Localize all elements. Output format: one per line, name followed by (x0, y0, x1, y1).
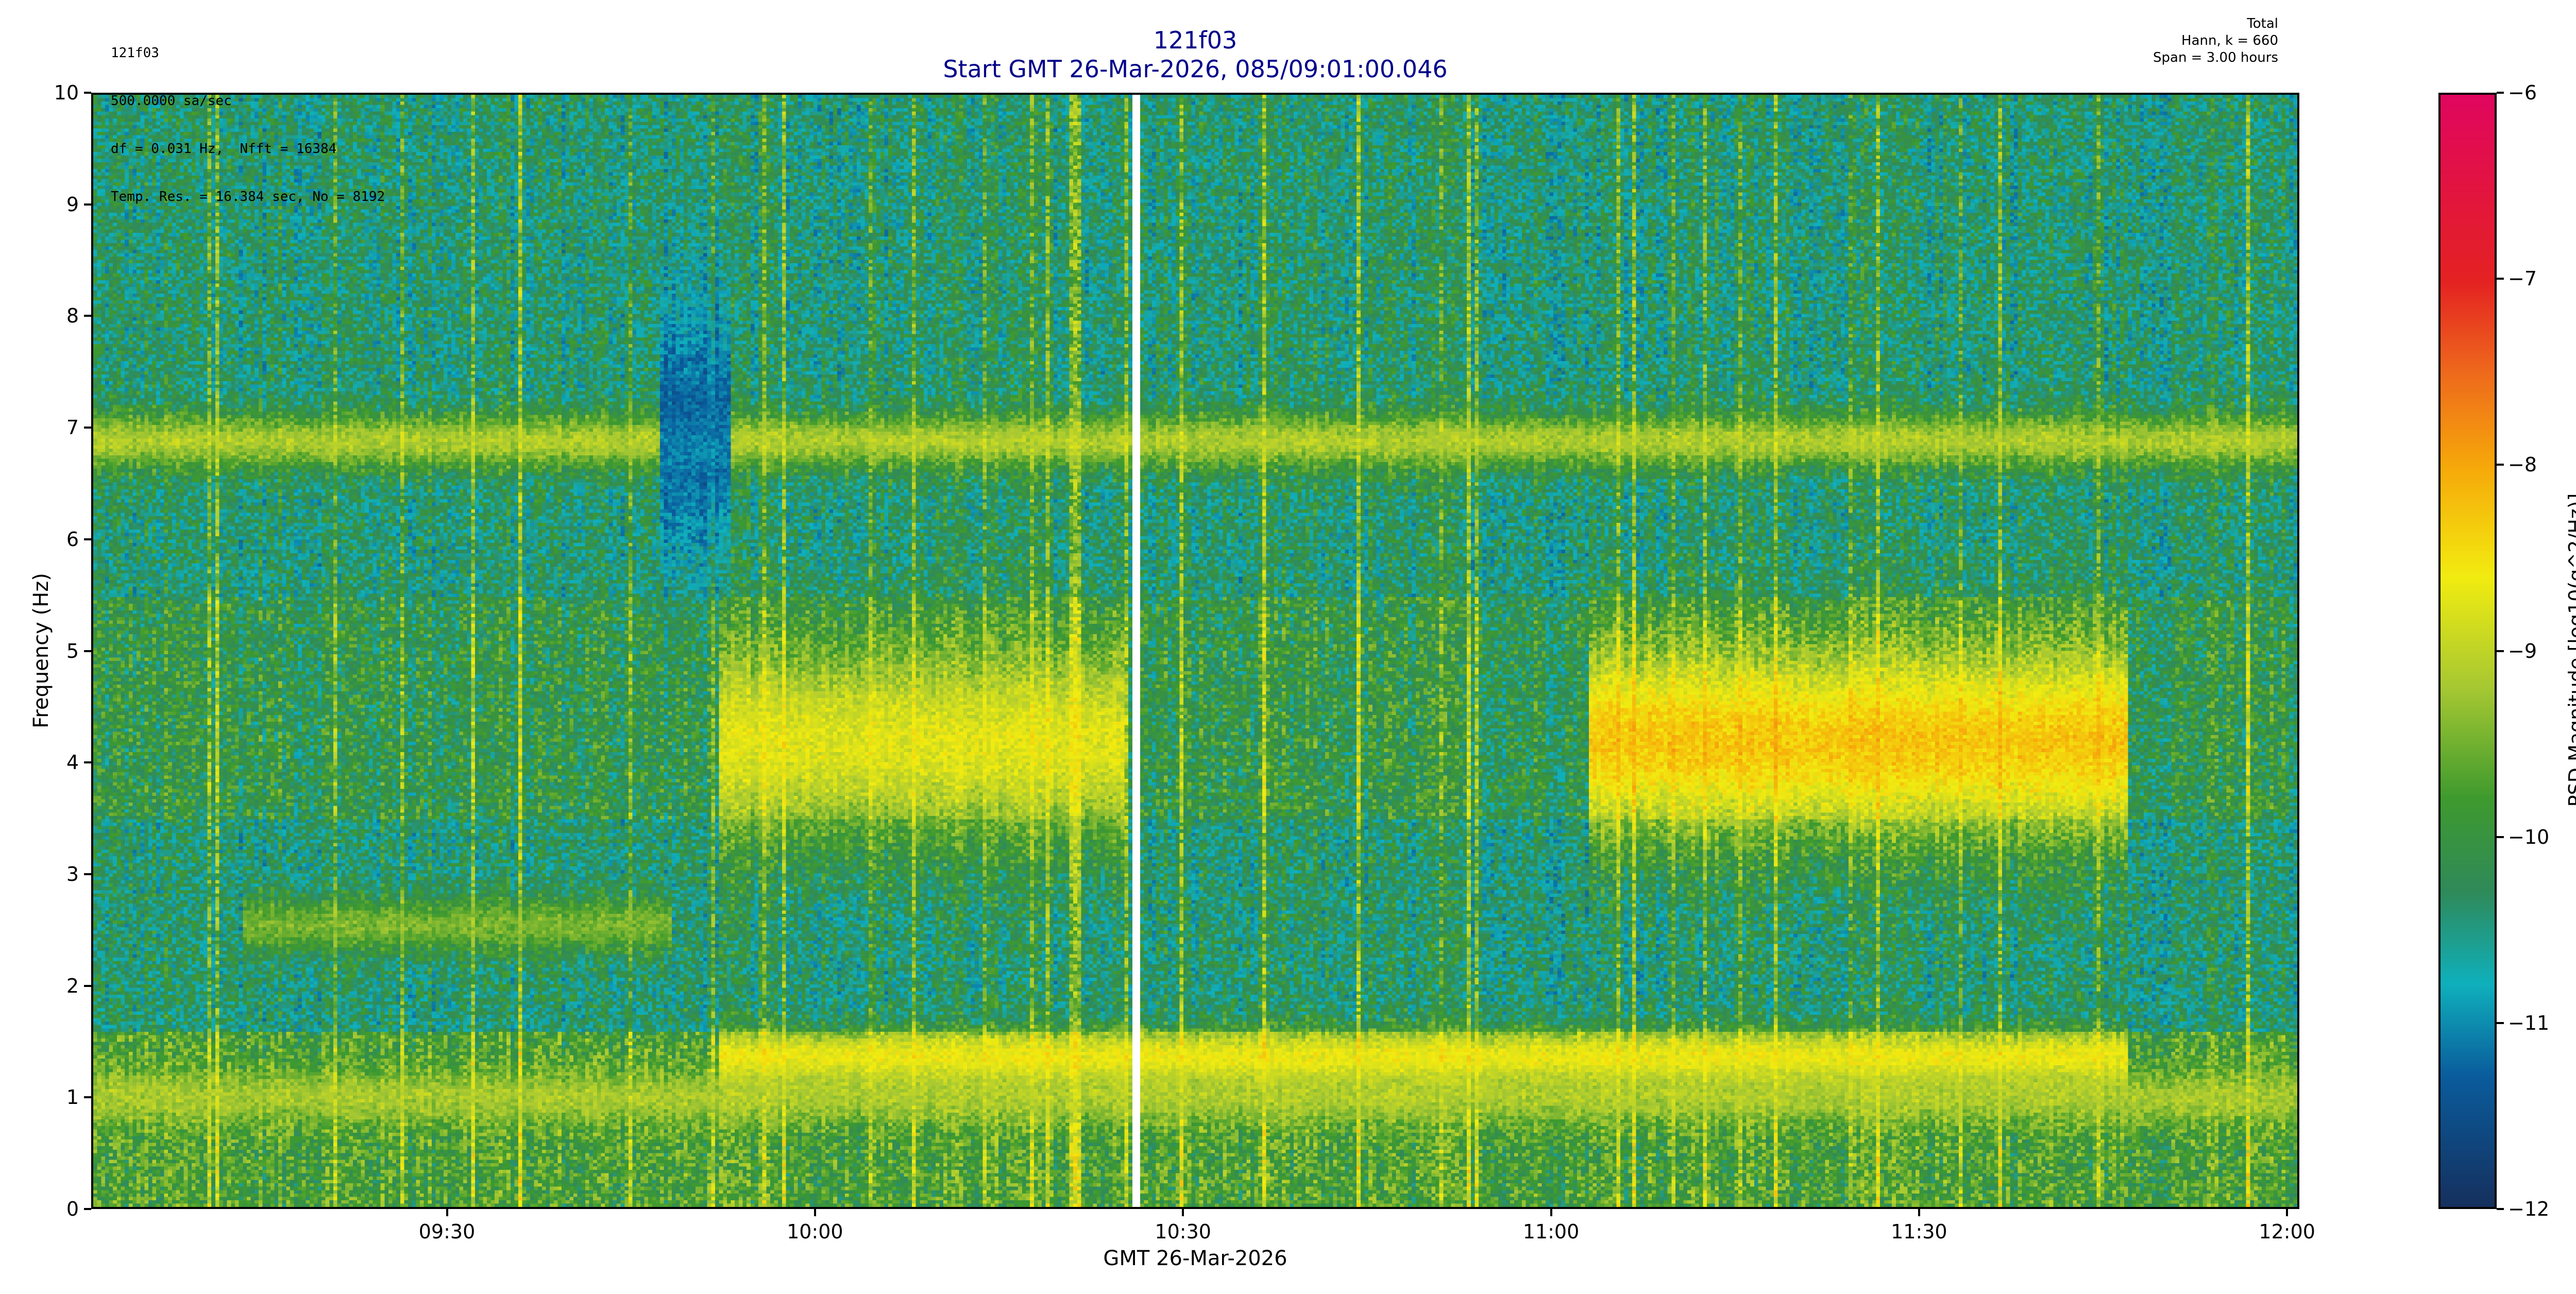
y-tick-label: 1 (66, 1086, 79, 1109)
colorbar-tick (2497, 1021, 2504, 1024)
y-tick (84, 650, 91, 652)
y-tick (84, 873, 91, 875)
info-line: Total (2247, 16, 2278, 31)
y-tick (84, 984, 91, 987)
colorbar-tick-label: −7 (2508, 267, 2537, 291)
chart-title: 121f03 Start GMT 26-Mar-2026, 085/09:01:… (721, 26, 1669, 83)
info-line: 121f03 (111, 45, 159, 61)
colorbar-tick (2497, 836, 2504, 838)
info-line: Span = 3.00 hours (2153, 50, 2278, 65)
colorbar-tick-label: −10 (2508, 825, 2550, 848)
title-line-1: 121f03 (1153, 26, 1238, 54)
x-tick (814, 1209, 816, 1216)
x-tick (446, 1209, 448, 1216)
y-tick-label: 3 (66, 862, 79, 886)
y-tick-label: 10 (54, 81, 79, 104)
spectrogram-heatmap (93, 95, 2297, 1207)
x-axis-label: GMT 26-Mar-2026 (1103, 1247, 1287, 1270)
colorbar-tick-label: −9 (2508, 639, 2537, 662)
x-tick-label: 09:30 (418, 1220, 476, 1243)
info-line: 500.0000 sa/sec (111, 93, 232, 109)
x-tick (1550, 1209, 1552, 1216)
y-tick (84, 538, 91, 540)
y-tick-label: 8 (66, 304, 79, 328)
x-tick-label: 11:00 (1522, 1220, 1580, 1243)
colorbar-label: PSD Magnitude [log10(g^2/Hz)] (2565, 493, 2576, 807)
colorbar-tick-label: −8 (2508, 453, 2537, 476)
colorbar (2438, 93, 2497, 1209)
x-tick-label: 10:30 (1155, 1220, 1211, 1243)
title-line-2: Start GMT 26-Mar-2026, 085/09:01:00.046 (943, 55, 1448, 83)
colorbar-tick-label: −11 (2508, 1011, 2550, 1034)
x-tick-label: 12:00 (2259, 1220, 2315, 1243)
y-tick (84, 315, 91, 317)
colorbar-tick (2497, 464, 2504, 466)
y-tick-label: 7 (66, 416, 79, 439)
colorbar-tick (2497, 92, 2504, 94)
x-tick-label: 10:00 (787, 1220, 843, 1243)
y-tick (84, 761, 91, 764)
colorbar-tick (2497, 1208, 2504, 1210)
y-tick (84, 1096, 91, 1099)
spectrogram-plot-area (91, 93, 2299, 1209)
y-tick (84, 427, 91, 429)
colorbar-tick-label: −6 (2508, 81, 2537, 104)
colorbar-tick-label: −12 (2508, 1198, 2550, 1220)
y-tick-label: 5 (66, 639, 79, 662)
info-text-right: Total Hann, k = 660 Span = 3.00 hours (2153, 15, 2278, 66)
y-tick (84, 1208, 91, 1210)
x-tick-label: 11:30 (1891, 1220, 1947, 1243)
info-line: Hann, k = 660 (2181, 33, 2278, 48)
y-tick-label: 2 (66, 974, 79, 997)
y-tick-label: 6 (66, 527, 79, 551)
y-axis-label: Frequency (Hz) (29, 573, 53, 728)
info-line: Temp. Res. = 16.384 sec, No = 8192 (111, 189, 385, 205)
colorbar-tick (2497, 278, 2504, 280)
y-tick (84, 92, 91, 94)
info-line: df = 0.031 Hz, Nfft = 16384 (111, 141, 337, 157)
colorbar-tick (2497, 650, 2504, 652)
x-tick (1182, 1209, 1184, 1216)
colorbar-gradient (2441, 95, 2495, 1207)
x-tick (1918, 1209, 1920, 1216)
y-tick-label: 0 (66, 1198, 79, 1220)
y-tick (84, 203, 91, 206)
info-text-left: 121f03 500.0000 sa/sec df = 0.031 Hz, Nf… (111, 13, 385, 221)
y-tick-label: 4 (66, 751, 79, 774)
y-tick-label: 9 (66, 193, 79, 216)
x-tick (2286, 1209, 2289, 1216)
